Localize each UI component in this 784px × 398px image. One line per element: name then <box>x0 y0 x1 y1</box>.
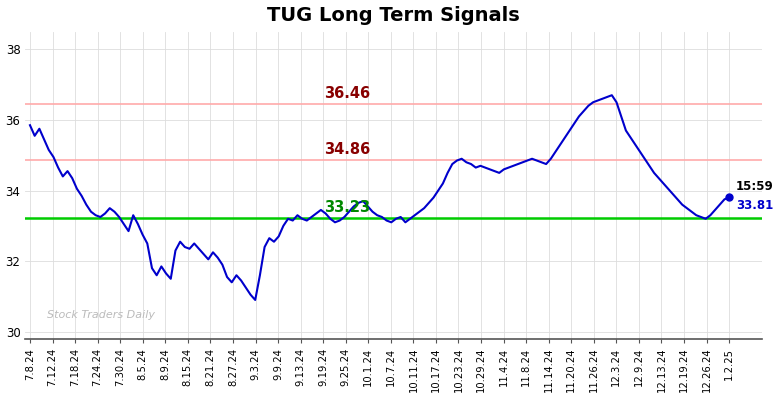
Text: 33.23: 33.23 <box>324 199 370 215</box>
Title: TUG Long Term Signals: TUG Long Term Signals <box>267 6 520 25</box>
Text: 33.81: 33.81 <box>736 199 774 212</box>
Text: 34.86: 34.86 <box>324 142 370 157</box>
Text: Stock Traders Daily: Stock Traders Daily <box>47 310 155 320</box>
Text: 36.46: 36.46 <box>324 86 370 101</box>
Text: 15:59: 15:59 <box>736 180 774 193</box>
